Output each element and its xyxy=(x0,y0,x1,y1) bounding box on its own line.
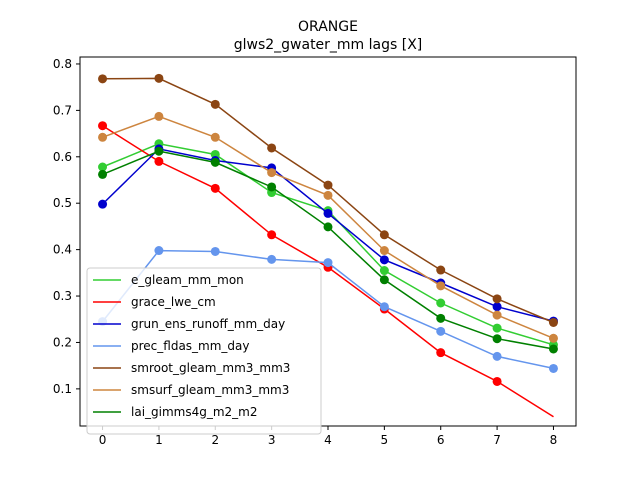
data-point-prec_fldas_mm_day-7 xyxy=(492,351,502,361)
data-point-smroot_gleam_mm3_mm3-8 xyxy=(548,317,558,327)
y-tick-label: 0.4 xyxy=(53,243,72,257)
data-point-prec_fldas_mm_day-2 xyxy=(210,246,220,256)
data-point-smsurf_gleam_mm3_mm3-0 xyxy=(98,132,108,142)
data-point-smroot_gleam_mm3_mm3-0 xyxy=(98,74,108,84)
y-tick-label: 0.1 xyxy=(53,382,72,396)
data-point-smsurf_gleam_mm3_mm3-2 xyxy=(210,132,220,142)
data-point-e_gleam_mm_mon-0 xyxy=(98,162,108,172)
chart-subtitle: glws2_gwater_mm lags [X] xyxy=(234,37,423,53)
series-smsurf_gleam_mm3_mm3 xyxy=(98,111,558,343)
legend-label-smroot_gleam_mm3_mm3: smroot_gleam_mm3_mm3 xyxy=(131,361,290,375)
series-lai_gimms4g_m2_m2 xyxy=(98,146,558,354)
legend-label-prec_fldas_mm_day: prec_fldas_mm_day xyxy=(131,339,250,353)
data-point-e_gleam_mm_mon-6 xyxy=(436,298,446,308)
x-tick-label: 2 xyxy=(211,433,219,447)
data-point-smroot_gleam_mm3_mm3-3 xyxy=(267,143,277,153)
data-point-smsurf_gleam_mm3_mm3-6 xyxy=(436,281,446,291)
x-tick-label: 6 xyxy=(437,433,445,447)
data-point-lai_gimms4g_m2_m2-3 xyxy=(267,182,277,192)
x-tick-label: 7 xyxy=(493,433,501,447)
data-point-grun_ens_runoff_mm_day-5 xyxy=(379,255,389,265)
data-point-smroot_gleam_mm3_mm3-6 xyxy=(436,265,446,275)
data-point-lai_gimms4g_m2_m2-1 xyxy=(154,146,164,156)
data-point-grace_lwe_cm-7 xyxy=(492,376,502,386)
y-tick-label: 0.6 xyxy=(53,150,72,164)
series-prec_fldas_mm_day xyxy=(98,246,558,373)
series-layer xyxy=(98,73,558,418)
legend-label-lai_gimms4g_m2_m2: lai_gimms4g_m2_m2 xyxy=(131,405,258,419)
data-point-grace_lwe_cm-6 xyxy=(436,348,446,358)
legend-label-smsurf_gleam_mm3_mm3: smsurf_gleam_mm3_mm3 xyxy=(131,383,289,397)
data-point-smroot_gleam_mm3_mm3-7 xyxy=(492,294,502,304)
data-point-smroot_gleam_mm3_mm3-2 xyxy=(210,99,220,109)
x-tick-label: 8 xyxy=(550,433,558,447)
data-point-smroot_gleam_mm3_mm3-4 xyxy=(323,180,333,190)
data-point-lai_gimms4g_m2_m2-6 xyxy=(436,313,446,323)
legend-label-grun_ens_runoff_mm_day: grun_ens_runoff_mm_day xyxy=(131,317,285,331)
legend: e_gleam_mm_mon grace_lwe_cm grun_ens_runof… xyxy=(86,267,322,435)
data-point-grun_ens_runoff_mm_day-4 xyxy=(323,208,333,218)
data-point-lai_gimms4g_m2_m2-5 xyxy=(379,275,389,285)
y-tick-label: 0.2 xyxy=(53,335,72,349)
data-point-grace_lwe_cm-3 xyxy=(267,230,277,240)
chart-title: ORANGE xyxy=(298,19,358,35)
data-point-grun_ens_runoff_mm_day-7 xyxy=(492,302,502,312)
data-point-e_gleam_mm_mon-7 xyxy=(492,323,502,333)
data-point-prec_fldas_mm_day-3 xyxy=(267,254,277,264)
y-tick-label: 0.5 xyxy=(53,196,72,210)
data-point-grun_ens_runoff_mm_day-0 xyxy=(98,199,108,209)
legend-label-grace_lwe_cm: grace_lwe_cm xyxy=(131,295,216,309)
data-point-prec_fldas_mm_day-5 xyxy=(379,302,389,312)
data-point-grace_lwe_cm-1 xyxy=(154,156,164,166)
data-point-prec_fldas_mm_day-4 xyxy=(323,258,333,268)
data-point-smsurf_gleam_mm3_mm3-8 xyxy=(548,333,558,343)
data-point-lai_gimms4g_m2_m2-7 xyxy=(492,334,502,344)
axes-layer: 0 1 2 3 4 5 6 7 8 0.1 0.2 0.3 0.4 0.5 0.6 0.7 0.8 xyxy=(53,56,577,447)
data-point-e_gleam_mm_mon-5 xyxy=(379,266,389,276)
x-tick-label: 0 xyxy=(99,433,107,447)
data-point-lai_gimms4g_m2_m2-2 xyxy=(210,157,220,167)
data-point-prec_fldas_mm_day-6 xyxy=(436,326,446,336)
y-tick-label: 0.3 xyxy=(53,289,72,303)
x-tick-label: 3 xyxy=(268,433,276,447)
data-point-smroot_gleam_mm3_mm3-1 xyxy=(154,73,164,83)
data-point-smsurf_gleam_mm3_mm3-7 xyxy=(492,310,502,320)
x-tick-label: 1 xyxy=(155,433,163,447)
y-tick-label: 0.8 xyxy=(53,57,72,71)
data-point-smroot_gleam_mm3_mm3-5 xyxy=(379,230,389,240)
data-point-grace_lwe_cm-0 xyxy=(98,121,108,131)
series-smroot_gleam_mm3_mm3 xyxy=(98,73,558,327)
legend-label-e_gleam_mm_mon: e_gleam_mm_mon xyxy=(131,273,244,287)
data-point-lai_gimms4g_m2_m2-8 xyxy=(548,344,558,354)
y-tick-label: 0.7 xyxy=(53,103,72,117)
data-point-smsurf_gleam_mm3_mm3-4 xyxy=(323,190,333,200)
data-point-smsurf_gleam_mm3_mm3-5 xyxy=(379,246,389,256)
legend-box xyxy=(86,267,322,435)
data-point-lai_gimms4g_m2_m2-4 xyxy=(323,222,333,232)
x-tick-label: 5 xyxy=(381,433,389,447)
data-point-prec_fldas_mm_day-8 xyxy=(548,363,558,373)
data-point-grace_lwe_cm-2 xyxy=(210,183,220,193)
x-tick-label: 4 xyxy=(324,433,332,447)
data-point-prec_fldas_mm_day-1 xyxy=(154,246,164,256)
data-point-lai_gimms4g_m2_m2-0 xyxy=(98,169,108,179)
data-point-smsurf_gleam_mm3_mm3-1 xyxy=(154,111,164,121)
data-point-smsurf_gleam_mm3_mm3-3 xyxy=(267,168,277,178)
